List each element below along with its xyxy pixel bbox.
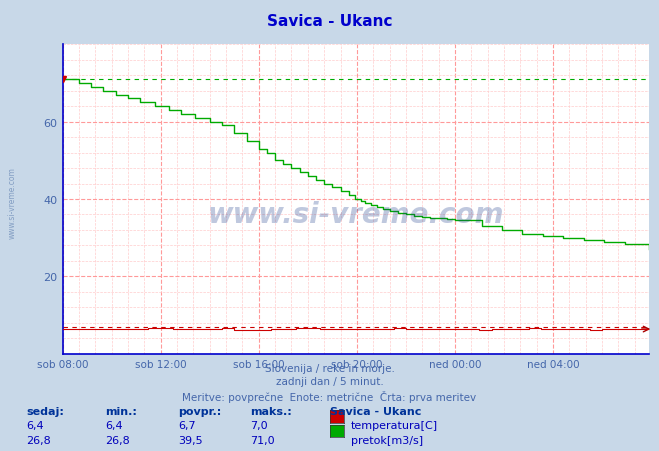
Text: Slovenija / reke in morje.: Slovenija / reke in morje. [264,363,395,373]
Text: 26,8: 26,8 [26,435,51,445]
Text: Savica - Ukanc: Savica - Ukanc [330,406,421,416]
Text: 26,8: 26,8 [105,435,130,445]
Text: sedaj:: sedaj: [26,406,64,416]
Text: www.si-vreme.com: www.si-vreme.com [208,201,504,229]
Text: pretok[m3/s]: pretok[m3/s] [351,435,422,445]
Text: 71,0: 71,0 [250,435,275,445]
Text: www.si-vreme.com: www.si-vreme.com [8,167,17,239]
Text: Savica - Ukanc: Savica - Ukanc [267,14,392,28]
Text: 39,5: 39,5 [178,435,202,445]
Text: Meritve: povprečne  Enote: metrične  Črta: prva meritev: Meritve: povprečne Enote: metrične Črta:… [183,390,476,402]
Text: 6,4: 6,4 [26,420,44,430]
Text: 6,7: 6,7 [178,420,196,430]
Text: temperatura[C]: temperatura[C] [351,420,438,430]
Text: min.:: min.: [105,406,137,416]
Text: maks.:: maks.: [250,406,292,416]
Text: 6,4: 6,4 [105,420,123,430]
Text: povpr.:: povpr.: [178,406,221,416]
Text: 7,0: 7,0 [250,420,268,430]
Text: zadnji dan / 5 minut.: zadnji dan / 5 minut. [275,377,384,387]
